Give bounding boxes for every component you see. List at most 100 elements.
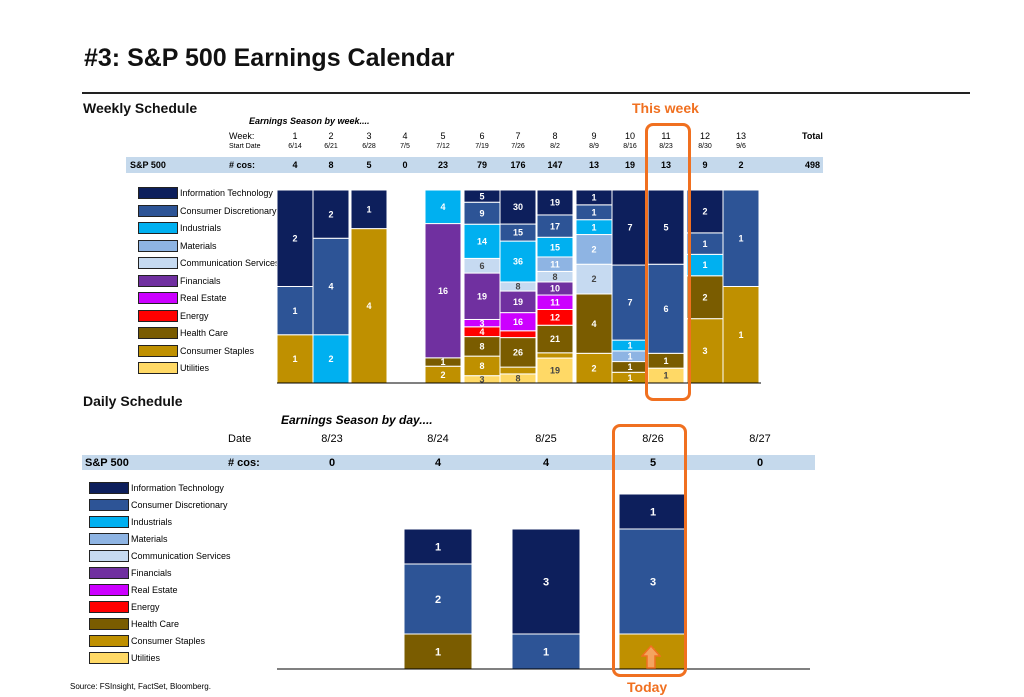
legend-label: Information Technology bbox=[131, 483, 224, 493]
bar-value-label: 1 bbox=[627, 373, 632, 383]
bar-segment bbox=[403, 563, 473, 635]
bar-value-label: 3 bbox=[543, 576, 549, 588]
legend-item: Real Estate bbox=[138, 291, 227, 305]
legend-swatch bbox=[89, 533, 129, 545]
week-company-count: 8 bbox=[328, 160, 334, 170]
week-number: 12 bbox=[699, 131, 710, 141]
day-company-count: 4 bbox=[542, 457, 550, 469]
day-date: 8/24 bbox=[427, 433, 449, 445]
legend-swatch bbox=[138, 222, 178, 234]
bar-segment bbox=[611, 264, 649, 341]
legend-swatch bbox=[89, 618, 129, 630]
legend-label: Consumer Staples bbox=[131, 636, 206, 646]
week-company-count: 176 bbox=[510, 160, 526, 170]
week-company-count: 147 bbox=[547, 160, 563, 170]
legend-label: Communication Services bbox=[131, 551, 231, 561]
bar-value-label: 2 bbox=[292, 233, 297, 243]
bar-value-label: 3 bbox=[479, 374, 484, 384]
bar-value-label: 3 bbox=[479, 318, 484, 328]
bar-segment bbox=[511, 633, 581, 670]
legend-label: Communication Services bbox=[180, 258, 280, 268]
week-company-count: 13 bbox=[660, 160, 671, 170]
bar-value-label: 1 bbox=[435, 646, 441, 658]
legend-item: Energy bbox=[89, 600, 160, 614]
bar-value-label: 10 bbox=[550, 284, 560, 294]
bar-value-label: 21 bbox=[550, 334, 560, 344]
legend-item: Communication Services bbox=[89, 549, 231, 563]
legend-item: Information Technology bbox=[138, 186, 273, 200]
bar-value-label: 11 bbox=[550, 297, 560, 307]
legend-label: Industrials bbox=[131, 517, 173, 527]
bar-value-label: 3 bbox=[702, 346, 707, 356]
bar-segment bbox=[499, 366, 537, 375]
today-highlight bbox=[612, 424, 687, 677]
bar-segment bbox=[536, 352, 574, 359]
legend-item: Financials bbox=[89, 566, 172, 580]
legend-item: Consumer Discretionary bbox=[138, 204, 277, 218]
bar-segment bbox=[722, 286, 760, 384]
week-number: 10 bbox=[624, 131, 635, 141]
bar-value-label: 2 bbox=[435, 594, 441, 606]
daily-count-band bbox=[82, 455, 815, 470]
bar-segment bbox=[463, 223, 501, 259]
day-date: 8/27 bbox=[749, 433, 771, 445]
legend-label: Consumer Staples bbox=[180, 345, 255, 356]
week-start-date: 7/12 bbox=[436, 143, 450, 150]
day-date: 8/26 bbox=[642, 433, 664, 445]
legend-swatch bbox=[89, 584, 129, 596]
legend-label: Energy bbox=[131, 602, 160, 612]
legend-label: Utilities bbox=[131, 653, 161, 663]
week-number: 2 bbox=[328, 131, 334, 141]
bar-value-label: 1 bbox=[591, 193, 596, 203]
week-start-date: 6/28 bbox=[362, 143, 376, 150]
legend-item: Energy bbox=[138, 309, 209, 323]
week-number: 6 bbox=[479, 131, 485, 141]
legend-item: Consumer Staples bbox=[138, 344, 254, 358]
today-callout: Today bbox=[627, 679, 668, 695]
bar-segment bbox=[618, 493, 688, 530]
week-start-date: 7/5 bbox=[400, 143, 410, 150]
legend-item: Real Estate bbox=[89, 583, 178, 597]
week-company-count: 79 bbox=[476, 160, 487, 170]
bar-segment bbox=[350, 189, 388, 230]
day-company-count: 4 bbox=[434, 457, 442, 469]
week-start-date: 6/14 bbox=[288, 143, 302, 150]
day-date: 8/23 bbox=[321, 433, 343, 445]
legend-item: Materials bbox=[89, 532, 168, 546]
legend-swatch bbox=[138, 327, 178, 339]
bar-value-label: 2 bbox=[328, 354, 333, 364]
weekly-count-band bbox=[126, 157, 823, 173]
legend-item: Health Care bbox=[138, 326, 228, 340]
bar-segment bbox=[647, 189, 685, 265]
bar-value-label: 9 bbox=[479, 208, 484, 218]
bar-value-label: 14 bbox=[477, 236, 487, 246]
this-week-callout: This week bbox=[632, 100, 699, 116]
title-divider bbox=[82, 92, 970, 94]
bar-value-label: 1 bbox=[738, 233, 743, 243]
week-company-count: 4 bbox=[292, 160, 298, 170]
weekly-cos-label: # cos: bbox=[229, 160, 256, 170]
bar-value-label: 8 bbox=[552, 272, 557, 282]
legend-swatch bbox=[89, 516, 129, 528]
bar-value-label: 1 bbox=[543, 646, 549, 658]
day-company-count: 5 bbox=[649, 457, 657, 469]
bar-segment bbox=[276, 286, 314, 336]
legend-label: Information Technology bbox=[180, 188, 273, 198]
legend-label: Consumer Discretionary bbox=[180, 205, 277, 216]
bar-value-label: 1 bbox=[738, 330, 743, 340]
bar-segment bbox=[575, 352, 613, 384]
bar-value-label: 16 bbox=[513, 317, 523, 327]
bar-value-label: 2 bbox=[591, 245, 596, 255]
legend-swatch bbox=[89, 550, 129, 562]
bar-value-label: 8 bbox=[479, 361, 484, 371]
bar-value-label: 4 bbox=[591, 319, 596, 329]
page-title: #3: S&P 500 Earnings Calendar bbox=[84, 44, 455, 72]
bar-segment bbox=[686, 318, 724, 384]
bar-value-label: 5 bbox=[479, 191, 484, 201]
legend-swatch bbox=[138, 257, 178, 269]
legend-item: Health Care bbox=[89, 617, 179, 631]
bar-value-label: 26 bbox=[513, 347, 523, 357]
legend-swatch bbox=[138, 274, 178, 287]
date-row-label: Date bbox=[228, 433, 252, 445]
